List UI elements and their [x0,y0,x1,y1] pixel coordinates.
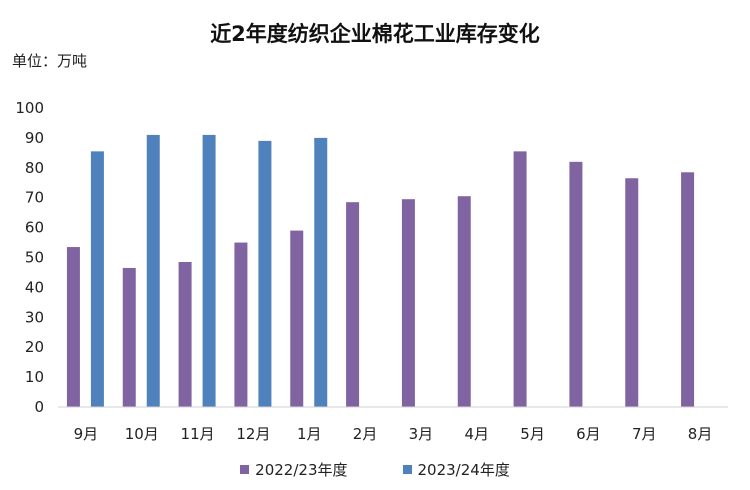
bar-series-2 [202,134,216,407]
bar-series-2 [90,151,104,407]
y-tick-label: 0 [34,398,44,416]
bar-series-2 [258,140,272,407]
legend-label-series-2: 2023/24年度 [417,461,510,479]
x-tick-label: 12月 [236,425,270,443]
y-tick-label: 60 [25,219,44,237]
bar-series-1 [457,196,471,407]
unit-label: 单位：万吨 [12,52,88,70]
legend-item-series-2: 2023/24年度 [402,459,510,480]
bar-series-1 [569,161,583,407]
x-tick-label: 7月 [632,425,657,443]
x-tick-label: 5月 [520,425,545,443]
bar-series-2 [146,134,160,407]
x-tick-label: 11月 [181,425,215,443]
x-tick-label: 6月 [576,425,601,443]
bar-series-1 [122,267,136,407]
bar-series-1 [66,247,80,407]
x-tick-label: 1月 [297,425,322,443]
bar-series-1 [513,151,527,407]
bar-series-2 [314,137,328,407]
bar-series-1 [346,202,360,407]
legend-label-series-1: 2022/23年度 [255,461,348,479]
legend-item-series-1: 2022/23年度 [240,459,348,480]
x-tick-label: 2月 [353,425,378,443]
y-tick-label: 20 [25,338,44,356]
bar-series-1 [401,199,415,407]
bar-series-1 [290,230,304,407]
y-tick-label: 70 [25,189,44,207]
chart-title: 近2年度纺织企业棉花工业库存变化 [210,22,540,46]
y-tick-label: 90 [25,129,44,147]
legend-swatch-series-1 [240,465,250,474]
bar-series-1 [234,242,248,407]
bar-series-1 [625,178,639,407]
x-tick-label: 3月 [409,425,434,443]
y-tick-label: 50 [25,249,44,267]
y-tick-label: 100 [15,99,44,117]
y-tick-label: 80 [25,159,44,177]
x-tick-label: 9月 [74,425,99,443]
legend-swatch-series-2 [402,465,412,474]
bar-series-1 [681,172,695,407]
x-tick-label: 8月 [688,425,713,443]
y-tick-label: 40 [25,278,44,296]
x-tick-label: 10月 [125,425,159,443]
y-tick-label: 30 [25,308,44,326]
bar-series-1 [178,261,192,407]
y-tick-label: 10 [25,368,44,386]
legend: 2022/23年度 2023/24年度 [0,459,750,480]
x-tick-label: 4月 [464,425,489,443]
